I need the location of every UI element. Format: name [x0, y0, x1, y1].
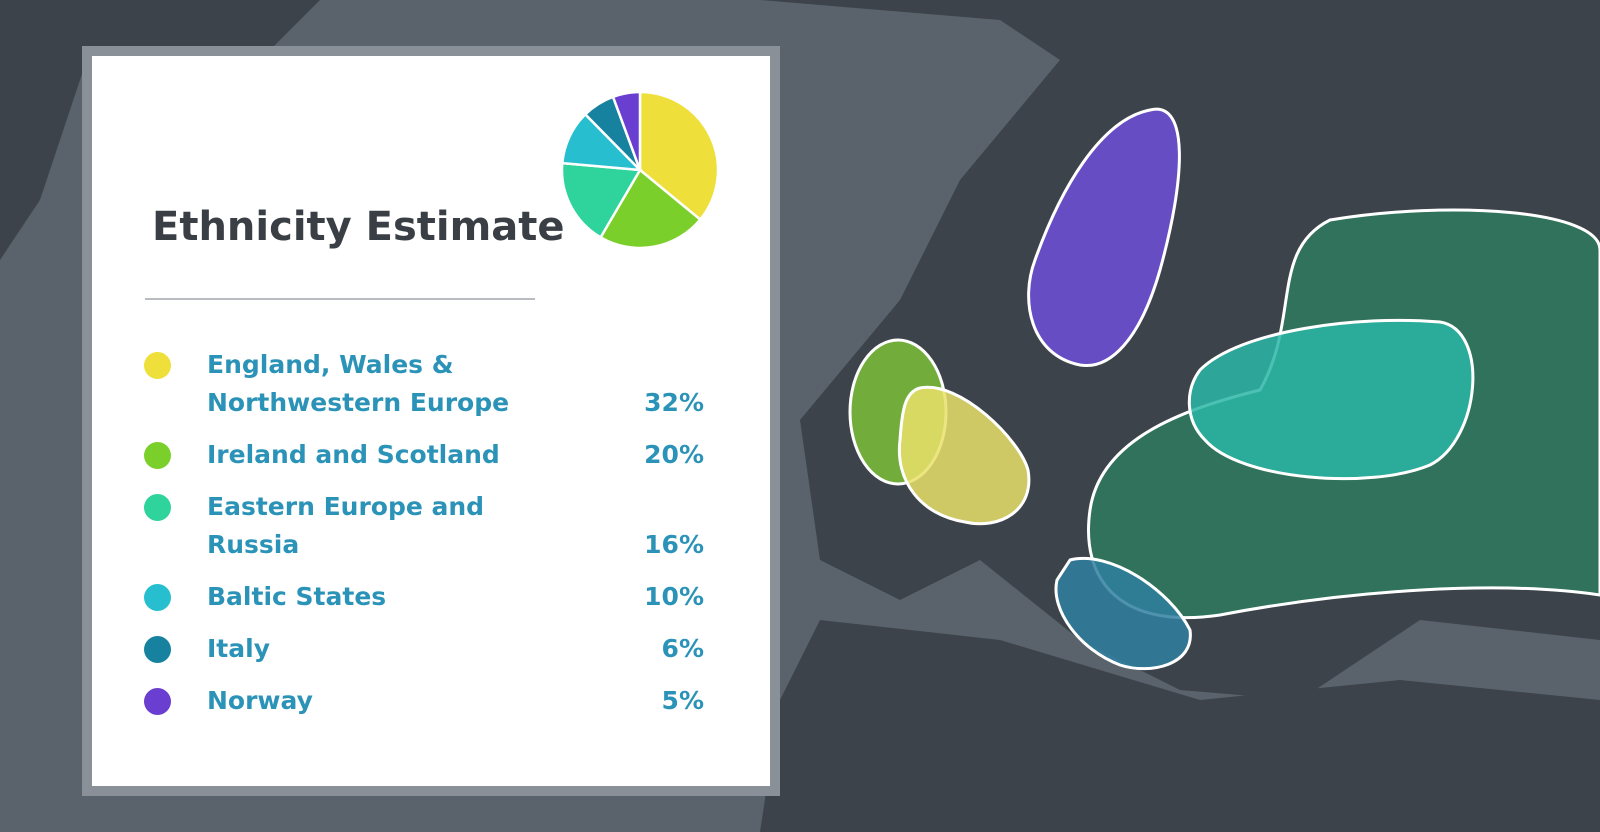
value-label: 32% [644, 388, 704, 417]
legend-row: Ireland and Scotland 20% [144, 436, 704, 474]
legend-label: Baltic States [207, 582, 387, 611]
value-label: 5% [661, 686, 704, 715]
legend-swatch [144, 584, 171, 611]
pie-slice [598, 168, 703, 250]
legend: England, Wales & Northwestern Europe 32% I… [144, 346, 704, 734]
region-england [897, 385, 1031, 526]
region-baltic [1187, 318, 1475, 481]
region-norway [1027, 107, 1181, 368]
legend-label: Italy [207, 634, 270, 663]
pie-chart [560, 90, 720, 250]
land [0, 0, 320, 260]
value-label: 10% [644, 582, 704, 611]
legend-row: Italy 6% [144, 630, 704, 668]
estimate-card: Ethnicity Estimate England, Wales & Nort… [82, 46, 780, 796]
pie-slice [560, 161, 643, 240]
land [760, 620, 1600, 832]
value-label: 6% [661, 634, 704, 663]
legend-label: Eastern Europe and Russia [207, 492, 485, 559]
divider [145, 298, 535, 300]
legend-row: Norway 5% [144, 682, 704, 720]
legend-label: England, Wales & Northwestern Europe [207, 350, 510, 417]
pie-slice [638, 90, 720, 222]
value-label: 20% [644, 440, 704, 469]
region-italy [1054, 557, 1192, 671]
legend-row: England, Wales & Northwestern Europe 32% [144, 346, 704, 422]
legend-swatch [144, 494, 171, 521]
legend-swatch [144, 352, 171, 379]
value-label: 16% [644, 530, 704, 559]
legend-row: Eastern Europe and Russia 16% [144, 488, 704, 564]
card-title: Ethnicity Estimate [152, 204, 565, 250]
legend-label: Norway [207, 686, 313, 715]
legend-row: Baltic States 10% [144, 578, 704, 616]
legend-swatch [144, 688, 171, 715]
legend-label: Ireland and Scotland [207, 440, 500, 469]
legend-swatch [144, 442, 171, 469]
legend-swatch [144, 636, 171, 663]
pie-slice [611, 90, 642, 171]
